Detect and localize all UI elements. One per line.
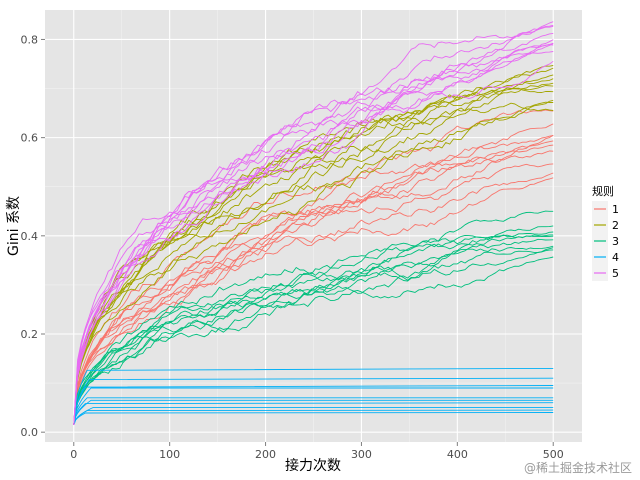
series-2-run-line: [73, 65, 554, 425]
legend-entry-label: 5: [612, 267, 619, 280]
legend-title: 规则: [592, 184, 614, 198]
series-layer: [73, 21, 554, 425]
series-1-run-line: [73, 150, 554, 425]
legend-entry-label: 2: [612, 219, 619, 232]
series-1-run-line: [73, 123, 554, 425]
series-3-run-line: [73, 245, 554, 425]
x-tick-label: 300: [351, 448, 372, 461]
series-1-run-line: [73, 177, 554, 425]
series-5-run-line: [73, 32, 554, 425]
series-3-run-line: [73, 238, 554, 425]
series-1-run-line: [73, 134, 554, 425]
series-5-run-line: [73, 25, 554, 425]
x-tick-label: 0: [70, 448, 77, 461]
series-4-run-line: [73, 367, 554, 425]
legend-entry-label: 4: [612, 251, 619, 264]
y-axis-title: Gini 系数: [6, 196, 22, 256]
series-3-run-line: [73, 235, 554, 425]
y-tick-label: 0.8: [21, 33, 39, 46]
series-2-run-line: [73, 99, 554, 425]
series-4-run-line: [73, 387, 554, 425]
series-5-run-line: [73, 42, 554, 425]
x-axis-ticks: 0 100 200 300 400 500: [70, 442, 564, 461]
series-3-run-line: [73, 234, 554, 425]
series-2-run-line: [73, 67, 554, 425]
x-tick-label: 200: [255, 448, 276, 461]
series-4-run-line: [73, 399, 554, 425]
series-3-run-line: [73, 247, 554, 425]
series-5-run-line: [73, 60, 554, 425]
series-1-run-line: [73, 134, 554, 425]
series-3-run-line: [73, 231, 554, 425]
series-1-run-line: [73, 172, 554, 425]
series-1-run-line: [73, 140, 554, 425]
y-axis-ticks: 0.0 0.2 0.4 0.6 0.8: [21, 33, 45, 439]
watermark: @稀土掘金技术社区: [524, 460, 632, 475]
series-3-run-line: [73, 210, 554, 425]
series-5-run-line: [73, 44, 554, 425]
series-3-run-line: [73, 249, 554, 425]
series-4-run-line: [73, 377, 554, 425]
series-5-run-line: [73, 39, 554, 425]
x-tick-label: 500: [543, 448, 564, 461]
series-3-run-line: [73, 225, 554, 425]
y-tick-label: 0.0: [21, 426, 39, 439]
x-tick-label: 100: [159, 448, 180, 461]
x-axis-title: 接力次数: [285, 457, 341, 474]
legend-entry-label: 1: [612, 203, 619, 216]
series-5-run-line: [73, 21, 554, 425]
x-tick-label: 400: [447, 448, 468, 461]
y-tick-label: 0.6: [21, 132, 39, 145]
series-2-run-line: [73, 74, 554, 425]
series-4-run-line: [73, 397, 554, 425]
legend-entry-label: 3: [612, 235, 619, 248]
legend: 规则 1 2 3 4 5: [592, 184, 619, 281]
series-4-run-line: [73, 407, 554, 425]
y-tick-label: 0.4: [21, 230, 39, 243]
y-tick-label: 0.2: [21, 328, 39, 341]
series-2-run-line: [73, 82, 554, 425]
series-5-run-line: [73, 24, 554, 425]
